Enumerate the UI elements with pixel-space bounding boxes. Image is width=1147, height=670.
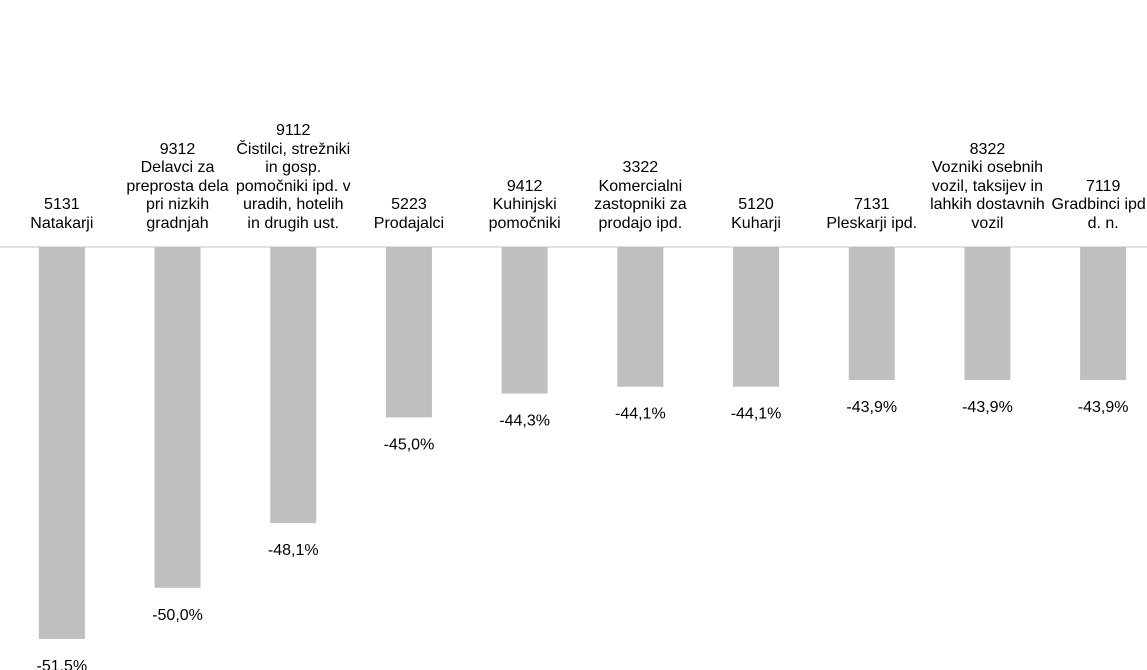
x-tick-label-box: 8322 Vozniki osebnih vozil, taksijev in …: [930, 0, 1046, 233]
x-tick-label-box: 5223 Prodajalci: [351, 0, 467, 233]
x-tick-label: 9112 Čistilci, strežniki in gosp. pomočn…: [235, 122, 351, 232]
value-label: -43,9%: [962, 399, 1013, 416]
bar: [733, 247, 780, 387]
x-tick-label-wrap: 7119 Gradbinci ipd., d. n.: [1045, 0, 1147, 233]
x-tick-label-box: 5120 Kuharji: [698, 0, 814, 233]
x-tick-label-wrap: 5131 Natakarji: [4, 0, 120, 233]
x-tick-label-wrap: 9112 Čistilci, strežniki in gosp. pomočn…: [235, 0, 351, 233]
x-tick-label: 7131 Pleskarji ipd.: [826, 196, 918, 232]
value-label: -43,9%: [1078, 399, 1129, 416]
bar: [385, 247, 432, 418]
x-tick-label-wrap: 8322 Vozniki osebnih vozil, taksijev in …: [930, 0, 1046, 233]
value-label: -44,1%: [615, 406, 666, 423]
bar: [617, 247, 664, 387]
value-label: -45,0%: [384, 436, 435, 453]
x-tick-label: 7119 Gradbinci ipd., d. n.: [1051, 177, 1147, 232]
value-label: -44,1%: [731, 406, 782, 423]
x-tick-label-box: 9412 Kuhinjski pomočniki: [467, 0, 583, 233]
x-tick-label-box: 7119 Gradbinci ipd., d. n.: [1045, 0, 1147, 233]
x-tick-label-wrap: 9312 Delavci za preprosta dela pri nizki…: [120, 0, 236, 233]
value-label: -50,0%: [152, 607, 203, 624]
value-label: -48,1%: [268, 542, 319, 559]
bar: [154, 247, 201, 588]
x-tick-label-box: 5131 Natakarji: [4, 0, 120, 233]
x-tick-label: 5223 Prodajalci: [373, 196, 445, 232]
x-tick-label-wrap: 9412 Kuhinjski pomočniki: [467, 0, 583, 233]
x-tick-label-wrap: 7131 Pleskarji ipd.: [814, 0, 930, 233]
x-tick-label-box: 9312 Delavci za preprosta dela pri nizki…: [120, 0, 236, 233]
x-tick-label: 3322 Komercialni zastopniki za prodajo i…: [594, 159, 687, 232]
x-tick-label: 9312 Delavci za preprosta dela pri nizki…: [126, 140, 229, 232]
x-tick-label: 9412 Kuhinjski pomočniki: [488, 177, 561, 232]
value-label: -43,9%: [846, 399, 897, 416]
bar: [1080, 247, 1127, 380]
x-tick-label-wrap: 5223 Prodajalci: [351, 0, 467, 233]
x-tick-label-wrap: 5120 Kuharji: [698, 0, 814, 233]
value-label: -44,3%: [499, 413, 550, 430]
bar: [964, 247, 1011, 380]
bar: [270, 247, 317, 524]
x-tick-label-wrap: 3322 Komercialni zastopniki za prodajo i…: [583, 0, 699, 233]
x-tick-label: 5120 Kuharji: [731, 196, 781, 232]
bar: [501, 247, 548, 394]
value-label: -51,5%: [36, 658, 87, 670]
x-tick-label: 5131 Natakarji: [30, 196, 94, 232]
bar: [38, 247, 85, 639]
x-tick-label-box: 9112 Čistilci, strežniki in gosp. pomočn…: [235, 0, 351, 233]
bar: [848, 247, 895, 380]
x-tick-label-box: 7131 Pleskarji ipd.: [814, 0, 930, 233]
x-tick-label: 8322 Vozniki osebnih vozil, taksijev in …: [930, 140, 1045, 232]
x-tick-label-box: 3322 Komercialni zastopniki za prodajo i…: [583, 0, 699, 233]
